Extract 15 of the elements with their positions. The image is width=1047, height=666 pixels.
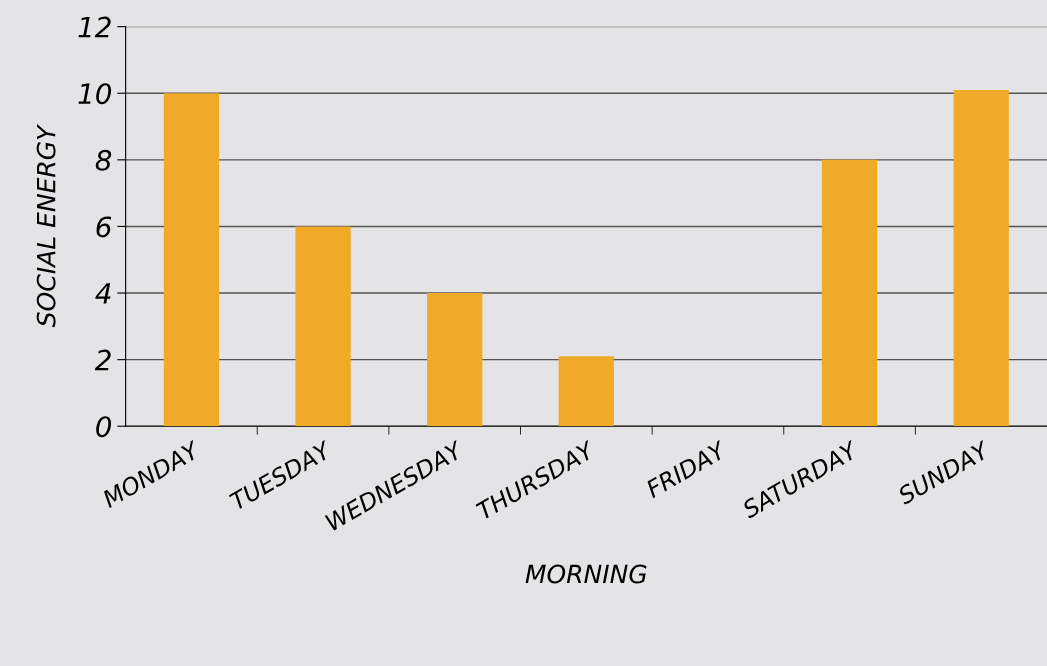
y-tick-label: 10 bbox=[78, 83, 112, 105]
bar bbox=[821, 159, 878, 427]
bar bbox=[163, 93, 220, 427]
y-tick-label: 6 bbox=[96, 216, 112, 238]
bar bbox=[427, 293, 483, 427]
y-tick-label: 12 bbox=[78, 16, 111, 38]
bar bbox=[295, 226, 351, 427]
bar bbox=[953, 89, 1009, 427]
y-tick-label: 0 bbox=[96, 416, 112, 438]
y-tick-label: 2 bbox=[94, 349, 111, 371]
y-axis-title: SOCIAL ENERGY bbox=[36, 123, 56, 328]
y-tick-label: 8 bbox=[95, 149, 112, 171]
bar bbox=[558, 356, 614, 427]
y-tick-label: 4 bbox=[95, 283, 111, 304]
x-axis-title: MORNING bbox=[525, 564, 647, 584]
